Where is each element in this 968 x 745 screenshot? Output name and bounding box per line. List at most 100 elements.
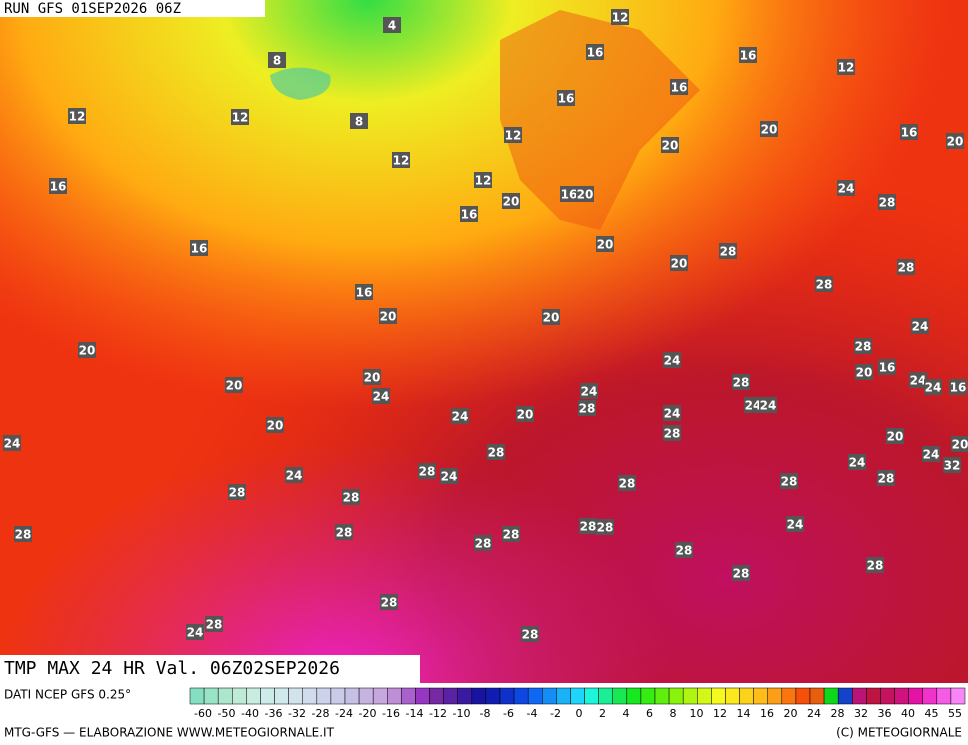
label-box (586, 44, 604, 60)
label-box (670, 255, 688, 271)
label-box (460, 206, 478, 222)
colorbar-swatch (189, 687, 205, 705)
colorbar-tick-label: 10 (690, 707, 704, 720)
colorbar-tick-label: -32 (288, 707, 306, 720)
colorbar-swatch (217, 687, 233, 705)
temperature-label: 24 (441, 470, 458, 484)
label-box (474, 535, 492, 551)
temperature-label: 20 (671, 257, 688, 271)
temperature-label: 20 (503, 195, 520, 209)
label-box (786, 516, 804, 532)
colorbar-tick-label: -12 (429, 707, 447, 720)
label-box (780, 473, 798, 489)
colorbar-swatch (203, 687, 219, 705)
colorbar-swatch (330, 687, 346, 705)
temperature-label: 28 (898, 261, 915, 275)
colorbar-swatch (556, 687, 571, 705)
colorbar-swatch (513, 687, 529, 705)
colorbar-tick-label: 32 (854, 707, 868, 720)
label-box (190, 240, 208, 256)
temperature-label: 28 (855, 340, 872, 354)
temperature-label: 28 (676, 544, 693, 558)
label-box (504, 127, 522, 143)
temperature-label: 28 (579, 402, 596, 416)
label-box (78, 342, 96, 358)
temperature-label: 20 (517, 408, 534, 422)
temperature-label: 24 (664, 354, 681, 368)
temperature-label: 24 (452, 410, 469, 424)
temperature-label: 20 (597, 238, 614, 252)
label-box (355, 284, 373, 300)
label-box (837, 59, 855, 75)
colorbar-swatch (837, 687, 853, 705)
label-box (909, 372, 927, 388)
label-box (186, 624, 204, 640)
colorbar-tick-label: -40 (241, 707, 259, 720)
temperature-label: 20 (577, 188, 594, 202)
temperature-label: 28 (733, 376, 750, 390)
header-box (0, 0, 265, 17)
colorbar-swatch (316, 687, 332, 705)
label-box (268, 52, 286, 68)
colorbar-swatch (753, 687, 768, 705)
label-box (663, 352, 681, 368)
label-box (350, 113, 368, 129)
label-box (379, 308, 397, 324)
colorbar-swatch (457, 687, 473, 705)
label-box (516, 406, 534, 422)
colorbar-swatch (372, 687, 388, 705)
temperature-label: 28 (15, 528, 32, 542)
colorbar-tick-label: 28 (831, 707, 845, 720)
label-box (732, 565, 750, 581)
temperature-label: 28 (597, 521, 614, 535)
colorbar-swatch (542, 687, 557, 705)
run-label: RUN GFS 01SEP2026 06Z (4, 1, 181, 17)
temperature-label: 28 (381, 596, 398, 610)
temperature-label: 20 (887, 430, 904, 444)
temperature-label: 28 (720, 245, 737, 259)
temperature-label: 16 (356, 286, 373, 300)
temperature-label: 28 (878, 472, 895, 486)
label-box (576, 186, 594, 202)
temperature-label: 16 (461, 208, 478, 222)
colorbar-tick-label: 6 (646, 707, 653, 720)
label-box (225, 377, 243, 393)
colorbar-swatch (809, 687, 825, 705)
credit-label: MTG-GFS — ELABORAZIONE WWW.METEOGIORNALE… (4, 726, 335, 740)
temperature-label: 16 (558, 92, 575, 106)
colorbar-swatch (823, 687, 839, 705)
temperature-label: 28 (619, 477, 636, 491)
label-box (451, 408, 469, 424)
temperature-label: 28 (733, 567, 750, 581)
temperature-label: 12 (69, 110, 86, 124)
label-box (363, 369, 381, 385)
temperature-label: 20 (947, 135, 964, 149)
colorbar-tick-label: 14 (737, 707, 751, 720)
temperature-label: 24 (925, 381, 942, 395)
label-box (578, 400, 596, 416)
temperature-label: 28 (781, 475, 798, 489)
label-box (383, 17, 401, 33)
temperature-label: 24 (923, 448, 940, 462)
label-box (502, 193, 520, 209)
colorbar-swatch (950, 687, 966, 705)
label-box (924, 379, 942, 395)
colorbar-tick-label: -2 (550, 707, 561, 720)
temperature-label: 20 (761, 123, 778, 137)
label-box (886, 428, 904, 444)
label-box (760, 121, 778, 137)
temperature-label: 12 (475, 174, 492, 188)
label-box (380, 594, 398, 610)
label-box (611, 9, 629, 25)
colorbar-tick-label: -8 (480, 707, 491, 720)
label-box (815, 276, 833, 292)
label-box (228, 484, 246, 500)
temperature-label: 16 (50, 180, 67, 194)
temperature-label: 24 (838, 182, 855, 196)
label-box (663, 405, 681, 421)
colorbar-swatch (527, 687, 543, 705)
temperature-label: 28 (206, 618, 223, 632)
label-box (521, 626, 539, 642)
colorbar-swatch (922, 687, 938, 705)
temperature-label: 24 (760, 399, 777, 413)
